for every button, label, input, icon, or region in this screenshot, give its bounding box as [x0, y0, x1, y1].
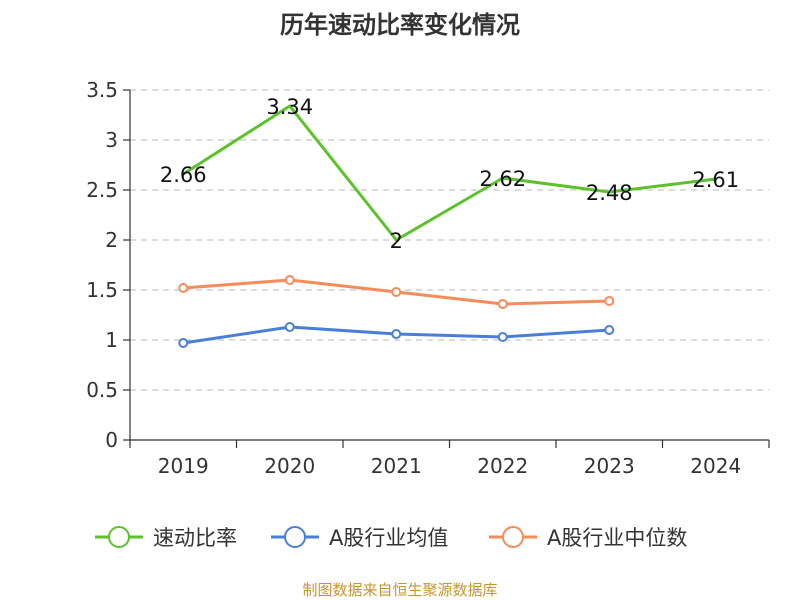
legend-item-1[interactable]: 速动比率	[95, 526, 237, 550]
series-point	[497, 332, 508, 342]
y-tick-label: 1	[105, 328, 118, 352]
series-point	[178, 338, 189, 348]
x-tick-label: 2023	[584, 454, 635, 478]
x-tick-label: 2022	[477, 454, 528, 478]
legend[interactable]: 速动比率 A股行业均值 A股行业中位数	[95, 526, 687, 550]
data-label: 2.48	[586, 181, 633, 205]
series-point	[284, 322, 295, 332]
series-point	[604, 296, 615, 306]
legend-swatch-marker	[284, 526, 306, 548]
series-point	[391, 329, 402, 339]
legend-swatch-marker	[502, 526, 524, 548]
x-tick-label: 2020	[264, 454, 315, 478]
legend-label: 速动比率	[153, 526, 237, 550]
y-tick-label: 2.5	[86, 178, 118, 202]
x-tick-label: 2021	[371, 454, 422, 478]
legend-item-3[interactable]: A股行业中位数	[489, 526, 687, 550]
series-point	[391, 287, 402, 297]
legend-swatch-marker	[108, 526, 130, 548]
x-tick-label: 2019	[158, 454, 209, 478]
y-tick-label: 1.5	[86, 278, 118, 302]
legend-label: A股行业均值	[329, 526, 448, 550]
data-label: 2	[390, 229, 403, 253]
data-label: 2.61	[692, 168, 739, 192]
legend-item-2[interactable]: A股行业均值	[271, 526, 448, 550]
series-line-1	[182, 104, 716, 242]
data-labels: 2.66 3.34 2 2.62 2.48 2.61	[160, 95, 739, 253]
axes: 0 0.5 1 1.5 2 2.5 3 3.5 2019 2020 2021 2022 2023 2024	[86, 78, 770, 478]
series-point	[497, 299, 508, 309]
source-note: 制图数据来自恒生聚源数据库	[302, 581, 497, 599]
legend-label: A股行业中位数	[547, 526, 687, 550]
grid-lines	[130, 89, 769, 391]
data-label: 2.66	[160, 163, 207, 187]
x-tick-label: 2024	[690, 454, 741, 478]
data-label: 3.34	[266, 95, 313, 119]
series-lines	[178, 104, 716, 348]
series-point	[604, 325, 615, 335]
series-point	[284, 275, 295, 285]
y-tick-label: 3.5	[86, 78, 118, 102]
y-tick-label: 0.5	[86, 378, 118, 402]
chart-title: 历年速动比率变化情况	[280, 11, 520, 39]
y-tick-label: 0	[105, 428, 118, 452]
data-label: 2.62	[479, 167, 526, 191]
y-tick-label: 2	[105, 228, 118, 252]
y-tick-label: 3	[105, 128, 118, 152]
series-point	[178, 283, 189, 293]
